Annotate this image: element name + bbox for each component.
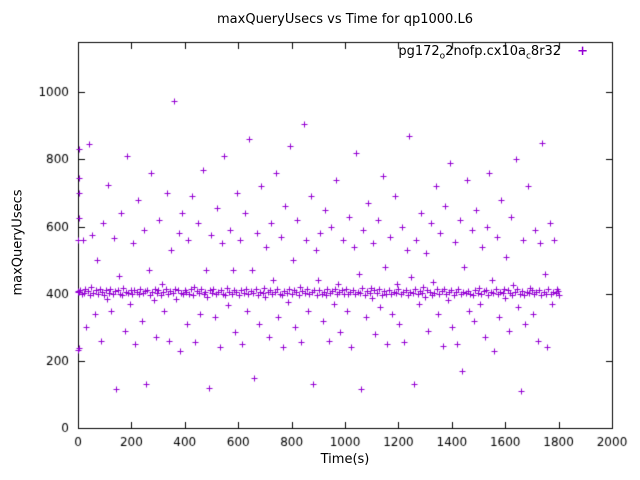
legend: pg172o2nofp.cx10ac8r32 + bbox=[398, 44, 588, 62]
y-axis-label: maxQueryUsecs bbox=[10, 189, 26, 296]
x-axis-label: Time(s) bbox=[320, 452, 370, 467]
legend-plus-marker: + bbox=[577, 44, 588, 59]
legend-label: pg172o2nofp.cx10ac8r32 bbox=[398, 44, 562, 62]
